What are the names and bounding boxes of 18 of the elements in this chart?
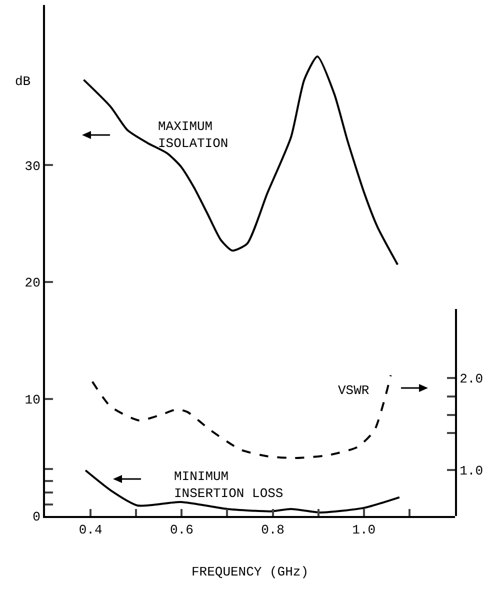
y2-tick-label: 1.0 [460, 464, 484, 479]
x-tick-label: 0.8 [261, 522, 284, 538]
x-tick-label: 1.0 [352, 522, 376, 538]
y-tick-label: 10 [24, 392, 40, 408]
x-axis-title: FREQUENCY (GHz) [191, 564, 309, 580]
line-series [91, 374, 392, 460]
line-series [84, 469, 400, 514]
y2-tick-label: 2.0 [460, 372, 484, 387]
series-label: VSWR [338, 383, 370, 398]
line-series [82, 55, 399, 266]
x-tick-label: 0.6 [170, 522, 194, 538]
x-tick-label: 0.4 [78, 522, 102, 538]
series-label: MAXIMUM ISOLATION [158, 119, 228, 151]
y-tick-label: 0 [32, 510, 40, 525]
series-label: MINIMUM INSERTION LOSS [174, 469, 284, 501]
y-tick-label: 30 [24, 158, 40, 174]
y-tick-label: 20 [24, 276, 40, 291]
y-axis-title: dB [15, 74, 31, 89]
